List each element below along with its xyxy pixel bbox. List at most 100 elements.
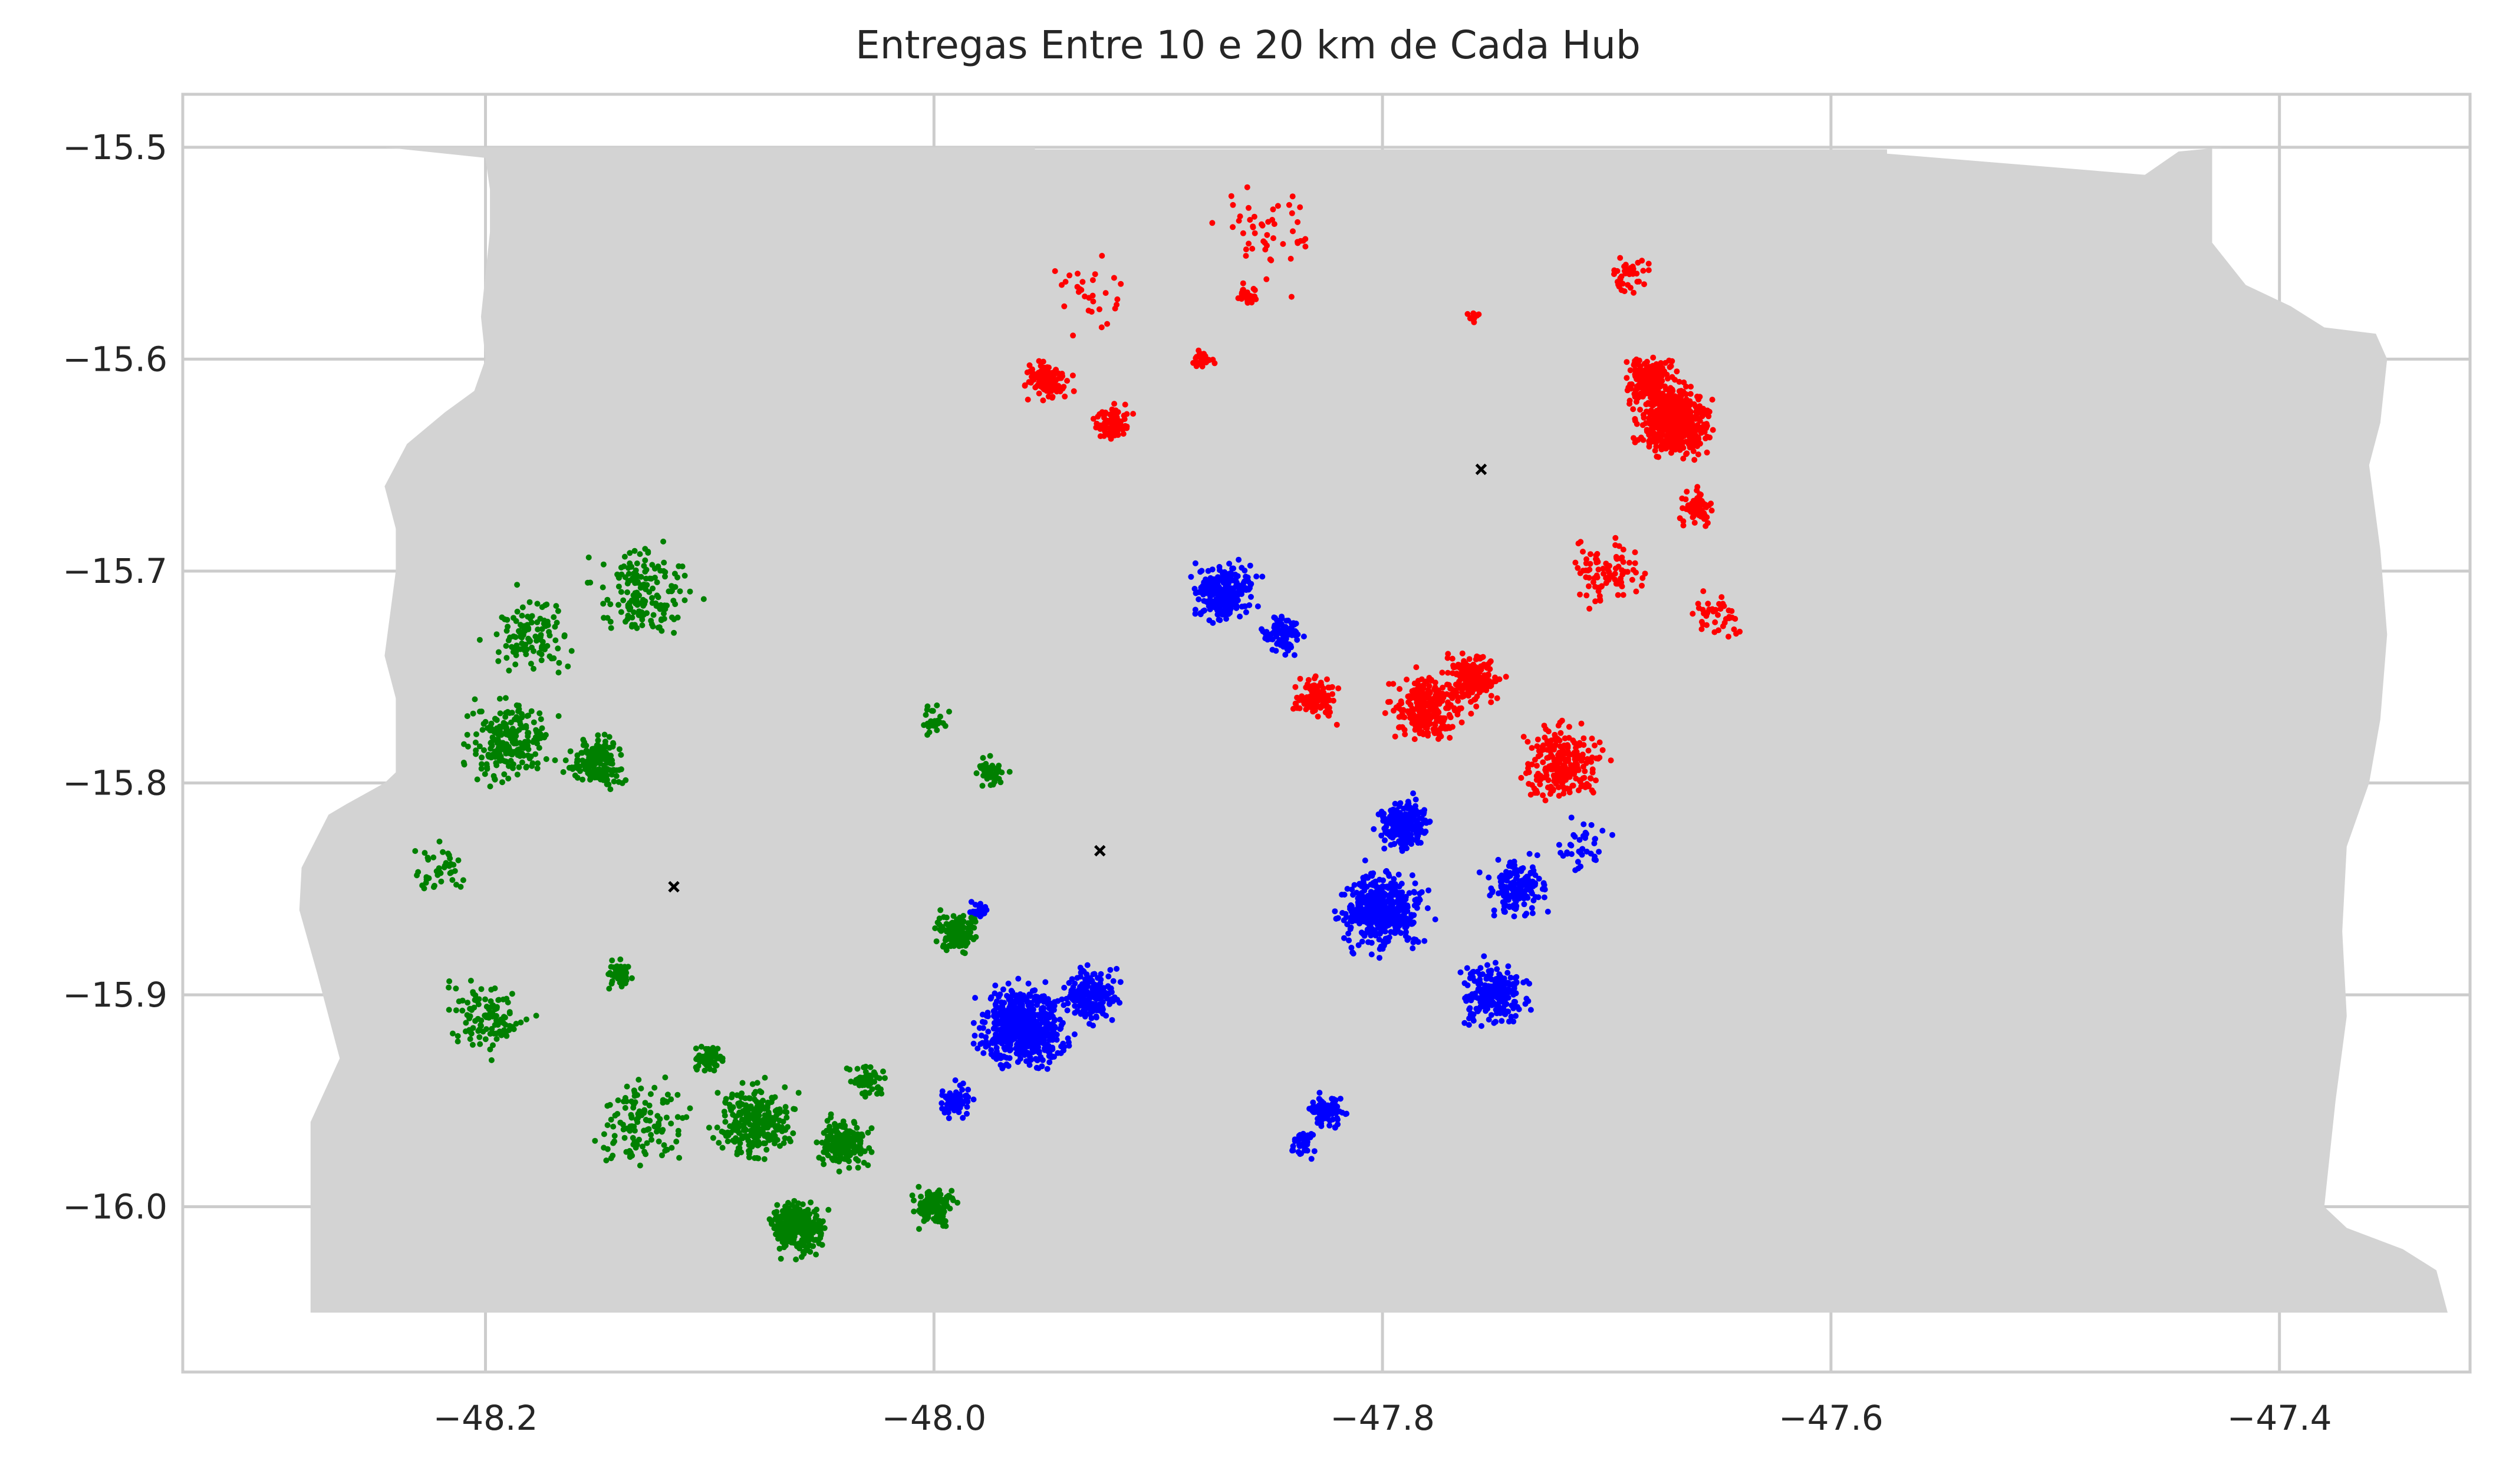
delivery-point (1197, 350, 1203, 357)
delivery-point (1006, 1014, 1012, 1021)
delivery-point (1030, 370, 1036, 377)
delivery-point (1246, 205, 1252, 211)
delivery-point (1501, 1002, 1508, 1008)
delivery-point (1239, 565, 1245, 571)
delivery-point (1562, 770, 1569, 777)
delivery-point (1628, 381, 1635, 387)
delivery-point (594, 742, 601, 748)
delivery-point (1006, 1041, 1013, 1047)
delivery-point (1074, 975, 1081, 981)
delivery-point (531, 719, 537, 725)
delivery-point (1622, 268, 1628, 274)
delivery-point (1368, 889, 1374, 895)
delivery-point (1392, 921, 1399, 926)
delivery-point (1550, 786, 1556, 793)
delivery-point (1455, 661, 1461, 668)
delivery-point (1192, 606, 1198, 613)
delivery-point (1252, 287, 1258, 293)
delivery-point (1644, 390, 1650, 397)
delivery-point (1694, 487, 1700, 494)
delivery-point (1044, 1066, 1051, 1072)
delivery-point (1005, 980, 1012, 987)
delivery-point (1025, 1002, 1032, 1009)
delivery-point (525, 746, 532, 753)
delivery-point (1244, 184, 1250, 190)
delivery-point (1596, 739, 1603, 746)
delivery-point (1666, 357, 1672, 364)
delivery-point (1553, 737, 1559, 744)
delivery-point (1575, 565, 1581, 571)
delivery-point (1640, 437, 1647, 443)
delivery-point (1098, 971, 1104, 977)
delivery-point (1077, 990, 1084, 996)
delivery-point (1305, 677, 1312, 683)
delivery-point (1047, 1033, 1053, 1040)
delivery-point (1101, 425, 1107, 431)
delivery-point (1365, 939, 1371, 945)
delivery-point (1522, 1001, 1529, 1007)
delivery-point (1557, 850, 1564, 856)
delivery-point (1398, 880, 1405, 887)
delivery-point (1451, 687, 1457, 694)
delivery-point (1061, 1002, 1067, 1008)
delivery-point (587, 776, 594, 782)
delivery-point (1396, 714, 1402, 720)
delivery-point (1625, 282, 1631, 288)
delivery-point (1511, 913, 1517, 919)
delivery-point (1580, 821, 1587, 827)
delivery-point (1263, 276, 1270, 282)
delivery-point (1042, 1044, 1049, 1051)
delivery-point (1473, 678, 1479, 684)
delivery-point (1249, 246, 1256, 252)
delivery-point (1571, 740, 1578, 746)
delivery-point (1280, 625, 1287, 631)
delivery-point (1418, 729, 1425, 736)
delivery-point (1586, 783, 1592, 789)
delivery-point (1077, 964, 1084, 971)
delivery-point (1415, 840, 1421, 846)
delivery-point (1473, 668, 1480, 674)
delivery-point (1700, 500, 1706, 506)
delivery-point (1372, 915, 1378, 921)
delivery-point (1236, 582, 1242, 589)
delivery-point (1687, 434, 1693, 441)
delivery-point (1710, 427, 1716, 433)
delivery-point (595, 732, 601, 738)
delivery-point (1535, 736, 1541, 743)
delivery-point (1318, 704, 1324, 710)
delivery-point (1260, 628, 1266, 635)
delivery-point (1240, 287, 1246, 293)
delivery-point (1366, 913, 1372, 919)
delivery-point (1250, 224, 1256, 230)
delivery-point (1439, 670, 1445, 676)
delivery-point (1404, 803, 1411, 809)
delivery-point (1064, 378, 1071, 384)
delivery-point (1401, 714, 1408, 721)
delivery-point (1069, 372, 1076, 379)
delivery-point (972, 902, 979, 908)
delivery-point (505, 744, 512, 750)
delivery-point (1424, 905, 1431, 911)
delivery-point (1230, 224, 1236, 230)
delivery-point (1018, 1013, 1025, 1020)
delivery-point (1387, 813, 1393, 820)
delivery-point (1329, 1116, 1336, 1123)
delivery-point (1318, 1107, 1324, 1113)
delivery-point (1323, 1115, 1329, 1122)
delivery-point (1681, 424, 1688, 430)
delivery-point (1118, 281, 1124, 287)
delivery-point (1486, 994, 1492, 1000)
delivery-point (1200, 608, 1206, 614)
delivery-point (1285, 647, 1292, 654)
delivery-point (1608, 757, 1614, 764)
delivery-point (522, 738, 528, 745)
delivery-point (1209, 566, 1216, 573)
delivery-point (970, 908, 976, 915)
delivery-point (1459, 650, 1466, 657)
delivery-point (1482, 1000, 1489, 1006)
delivery-point (1031, 1048, 1038, 1055)
delivery-point (1572, 756, 1578, 763)
delivery-point (1485, 672, 1491, 678)
delivery-point (1311, 1148, 1318, 1155)
delivery-point (1646, 415, 1652, 421)
